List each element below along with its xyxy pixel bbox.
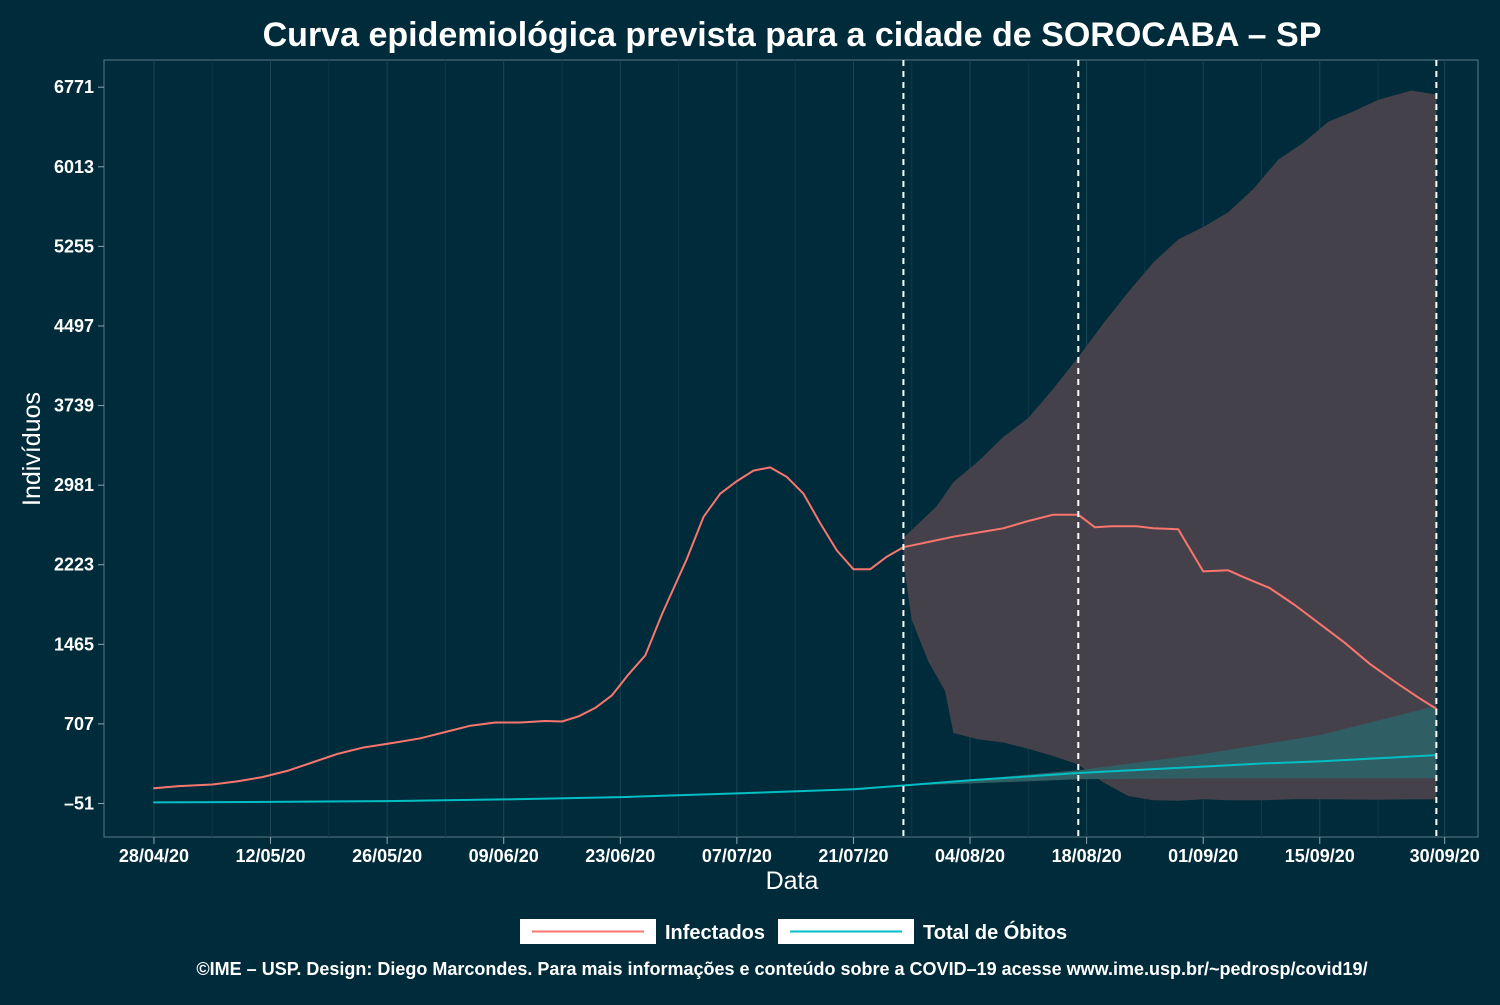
footer-credits: ©IME – USP. Design: Diego Marcondes. Par… [196,959,1367,979]
x-tick-label: 23/06/20 [585,846,655,866]
marker-lines [902,60,1438,837]
y-tick-label: 2981 [54,475,94,495]
confidence-band-2 [903,705,1437,786]
y-tick-label: 1465 [54,634,94,654]
series-line-1 [153,466,1438,790]
chart-title: Curva epidemiológica prevista para a cid… [263,16,1322,54]
x-tick-label: 28/04/20 [119,846,189,866]
x-tick-label: 30/09/20 [1410,846,1480,866]
x-axis: 28/04/20 12/05/20 26/05/20 09/06/20 23/06/20… [119,837,1480,866]
x-tick-label: 12/05/20 [236,846,306,866]
confidence-bands [903,90,1437,801]
confidence-band-1 [903,90,1437,801]
y-tick-label: –51 [64,794,94,814]
y-tick-label: 6771 [54,77,94,97]
legend-item-1: Infectados [520,919,765,944]
legend-item-2: Total de Óbitos [778,919,1067,944]
legend-label: Infectados [665,922,765,944]
y-tick-label: 2223 [54,555,94,575]
x-tick-label: 18/08/20 [1052,846,1122,866]
x-tick-label: 21/07/20 [818,846,888,866]
series-lines [153,466,1438,804]
x-tick-label: 07/07/20 [702,846,772,866]
x-tick-label: 01/09/20 [1168,846,1238,866]
y-axis: –51 707 1465 2223 2981 3739 4497 5255 6013 6771 [54,77,104,814]
y-axis-title: Indivíduos [18,392,46,506]
legend: Infectados Total de Óbitos [520,919,1067,944]
x-tick-label: 26/05/20 [352,846,422,866]
series-line-2 [153,754,1438,804]
x-tick-label: 15/09/20 [1285,846,1355,866]
y-tick-label: 6013 [54,157,94,177]
legend-label: Total de Óbitos [923,920,1067,944]
y-tick-label: 3739 [54,396,94,416]
x-tick-label: 09/06/20 [469,846,539,866]
y-tick-label: 5255 [54,236,94,256]
y-tick-label: 707 [64,714,94,734]
y-tick-label: 4497 [54,316,94,336]
x-tick-label: 04/08/20 [935,846,1005,866]
x-axis-title: Data [766,867,819,895]
plot-panel [103,59,1479,838]
